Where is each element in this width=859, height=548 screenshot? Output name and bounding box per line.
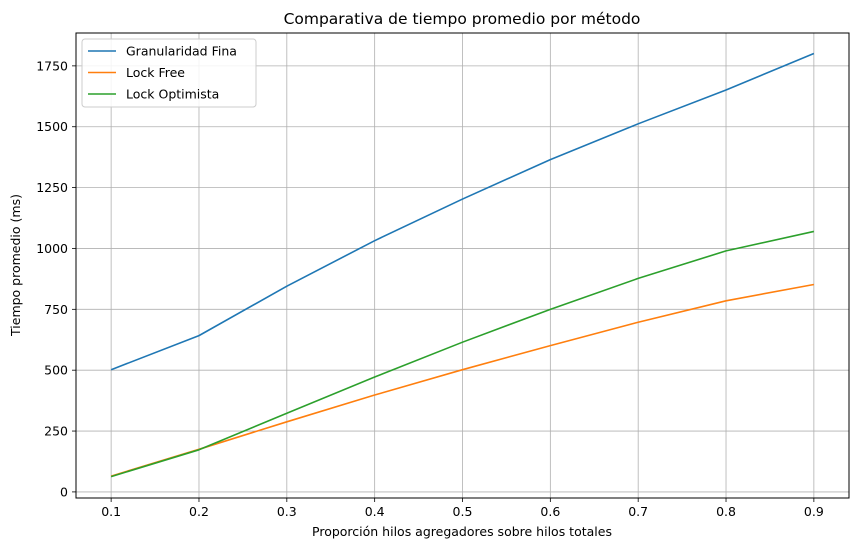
x-tick-label: 0.8 (716, 504, 736, 519)
grid (76, 33, 849, 498)
series-lines (110, 52, 815, 478)
y-axis-ticks: 0 250 500 750 1000 1250 1500 1750 (36, 58, 76, 499)
y-tick-label: 1250 (36, 180, 68, 195)
x-tick-label: 0.7 (628, 504, 648, 519)
chart-title: Comparativa de tiempo promedio por métod… (284, 10, 641, 28)
legend: Granularidad Fina Lock Free Lock Optimista (81, 38, 257, 108)
y-tick-label: 250 (44, 424, 68, 439)
x-tick-label: 0.5 (453, 504, 473, 519)
y-tick-label: 1000 (36, 241, 68, 256)
legend-box (81, 38, 257, 108)
y-tick-label: 750 (44, 302, 68, 317)
y-tick-label: 1500 (36, 119, 68, 134)
x-axis-ticks: 0.1 0.2 0.3 0.4 0.5 0.6 0.7 0.8 0.9 (101, 498, 824, 519)
x-tick-label: 0.1 (101, 504, 121, 519)
y-axis-label: Tiempo promedio (ms) (8, 194, 23, 337)
legend-label: Lock Optimista (126, 87, 219, 102)
x-tick-label: 0.4 (365, 504, 385, 519)
y-tick-label: 500 (44, 363, 68, 378)
series-line-granularidad-fina (110, 52, 815, 371)
y-tick-label: 0 (60, 484, 68, 499)
x-tick-label: 0.9 (804, 504, 824, 519)
y-tick-label: 1750 (36, 58, 68, 73)
x-axis-label: Proporción hilos agregadores sobre hilos… (312, 524, 612, 539)
x-tick-label: 0.3 (277, 504, 297, 519)
x-tick-label: 0.2 (189, 504, 209, 519)
legend-label: Granularidad Fina (126, 44, 237, 59)
series-line-lock-free (110, 283, 815, 477)
legend-label: Lock Free (126, 65, 185, 80)
series-line-lock-optimista (110, 230, 815, 478)
x-tick-label: 0.6 (540, 504, 560, 519)
